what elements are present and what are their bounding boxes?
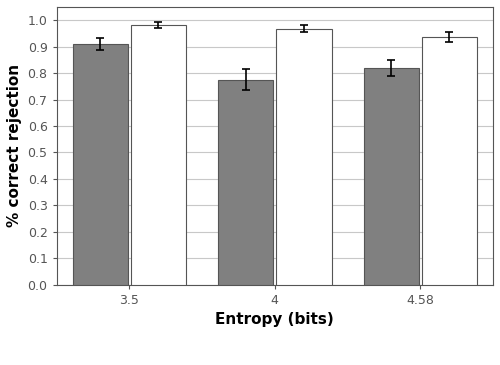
Bar (72, 44, 128, 285)
Bar (276, 28, 332, 285)
Bar (422, 37, 477, 285)
X-axis label: Entropy (bits): Entropy (bits) (216, 312, 334, 327)
Bar (130, 25, 186, 285)
Y-axis label: % correct rejection: % correct rejection (7, 64, 22, 227)
Bar (218, 80, 274, 285)
Bar (364, 68, 419, 285)
